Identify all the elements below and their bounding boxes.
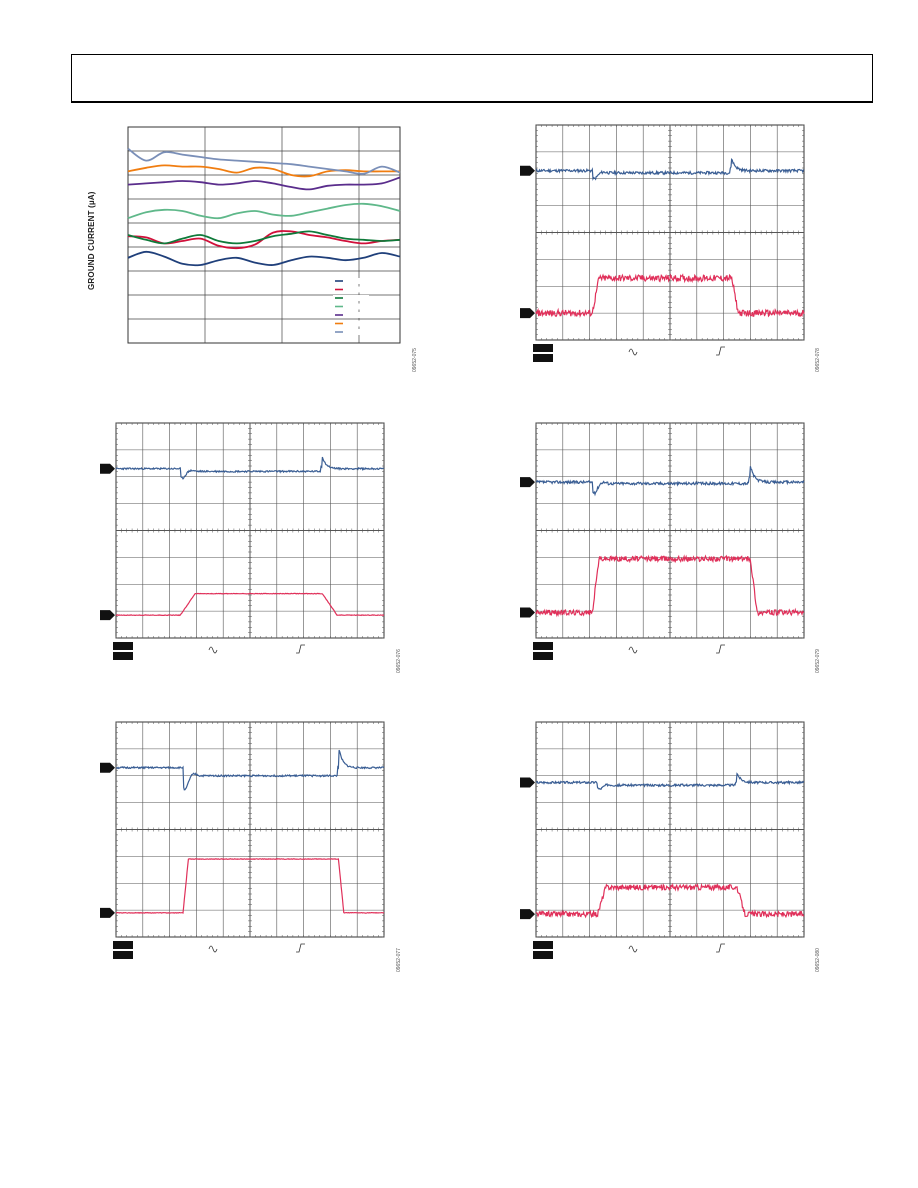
- channel-2-readout-box: [533, 951, 553, 959]
- figure-code: 09652-078: [815, 348, 821, 372]
- legend-bg: [333, 303, 369, 310]
- channel-marker-1: [520, 165, 535, 176]
- coupling-icon: [628, 646, 638, 654]
- coupling-icon: [628, 945, 638, 953]
- series-line-3: [127, 230, 401, 245]
- scope-svg-5: [520, 721, 805, 959]
- channel-1-readout-box: [113, 642, 133, 650]
- channel-marker-2: [520, 607, 535, 618]
- trigger-edge-icon: [296, 943, 305, 953]
- channel-1-readout-box: [533, 344, 553, 352]
- scope-svg-1: [520, 124, 805, 362]
- channel-marker-2: [520, 909, 535, 920]
- series-line-4: [127, 202, 401, 220]
- channel-marker-1: [100, 463, 115, 474]
- coupling-icon: [208, 646, 218, 654]
- channel-trace-1: [115, 749, 385, 791]
- trigger-edge-icon: [716, 943, 725, 953]
- scope-chart-2: [98, 422, 388, 662]
- legend-bg: [333, 312, 369, 318]
- figure-code: 09652-077: [396, 948, 402, 972]
- scope-chart-5: [518, 721, 808, 961]
- scope-svg-2: [100, 422, 385, 660]
- ground-current-y-axis-label: GROUND CURRENT (µA): [87, 191, 96, 290]
- channel-trace-2: [115, 858, 385, 914]
- channel-trace-2: [115, 592, 385, 617]
- ground-current-chart: [127, 126, 401, 344]
- channel-marker-2: [100, 610, 115, 621]
- series-line-5: [127, 176, 401, 191]
- channel-trace-1: [115, 456, 385, 480]
- channel-trace-2: [535, 273, 805, 319]
- channel-trace-2: [535, 882, 805, 919]
- page-header: [71, 54, 873, 103]
- scope-svg-3: [520, 422, 805, 660]
- channel-marker-2: [520, 308, 535, 319]
- channel-marker-1: [100, 762, 115, 773]
- channel-trace-1: [535, 466, 805, 497]
- channel-2-readout-box: [113, 951, 133, 959]
- series-line-7: [127, 147, 401, 175]
- series-line-1: [127, 250, 401, 267]
- scope-svg-4: [100, 721, 385, 959]
- figure-code: 09652-076: [396, 649, 402, 673]
- ground-current-svg: [127, 126, 401, 344]
- legend-bg: [333, 286, 369, 293]
- channel-trace-1: [535, 772, 805, 791]
- figure-code: 09652-075: [412, 348, 418, 372]
- trigger-edge-icon: [296, 644, 305, 654]
- channel-trace-1: [535, 158, 805, 182]
- legend-bg: [333, 320, 369, 327]
- channel-2-readout-box: [533, 652, 553, 660]
- channel-2-readout-box: [533, 354, 553, 362]
- channel-1-readout-box: [533, 642, 553, 650]
- figure-code: 09652-080: [815, 948, 821, 972]
- channel-marker-1: [520, 477, 535, 488]
- legend-bg: [333, 278, 369, 284]
- coupling-icon: [208, 945, 218, 953]
- coupling-icon: [628, 348, 638, 356]
- scope-chart-4: [98, 721, 388, 961]
- channel-1-readout-box: [113, 941, 133, 949]
- figure-code: 09652-079: [815, 649, 821, 673]
- trigger-edge-icon: [716, 346, 725, 356]
- channel-marker-1: [520, 777, 535, 788]
- series-line-6: [127, 164, 400, 178]
- scope-chart-3: [518, 422, 808, 662]
- channel-marker-2: [100, 907, 115, 918]
- channel-1-readout-box: [533, 941, 553, 949]
- channel-2-readout-box: [113, 652, 133, 660]
- trigger-edge-icon: [716, 644, 725, 654]
- legend-bg: [333, 329, 369, 335]
- scope-chart-1: [518, 124, 808, 364]
- legend-bg: [333, 295, 369, 301]
- channel-trace-2: [535, 554, 805, 618]
